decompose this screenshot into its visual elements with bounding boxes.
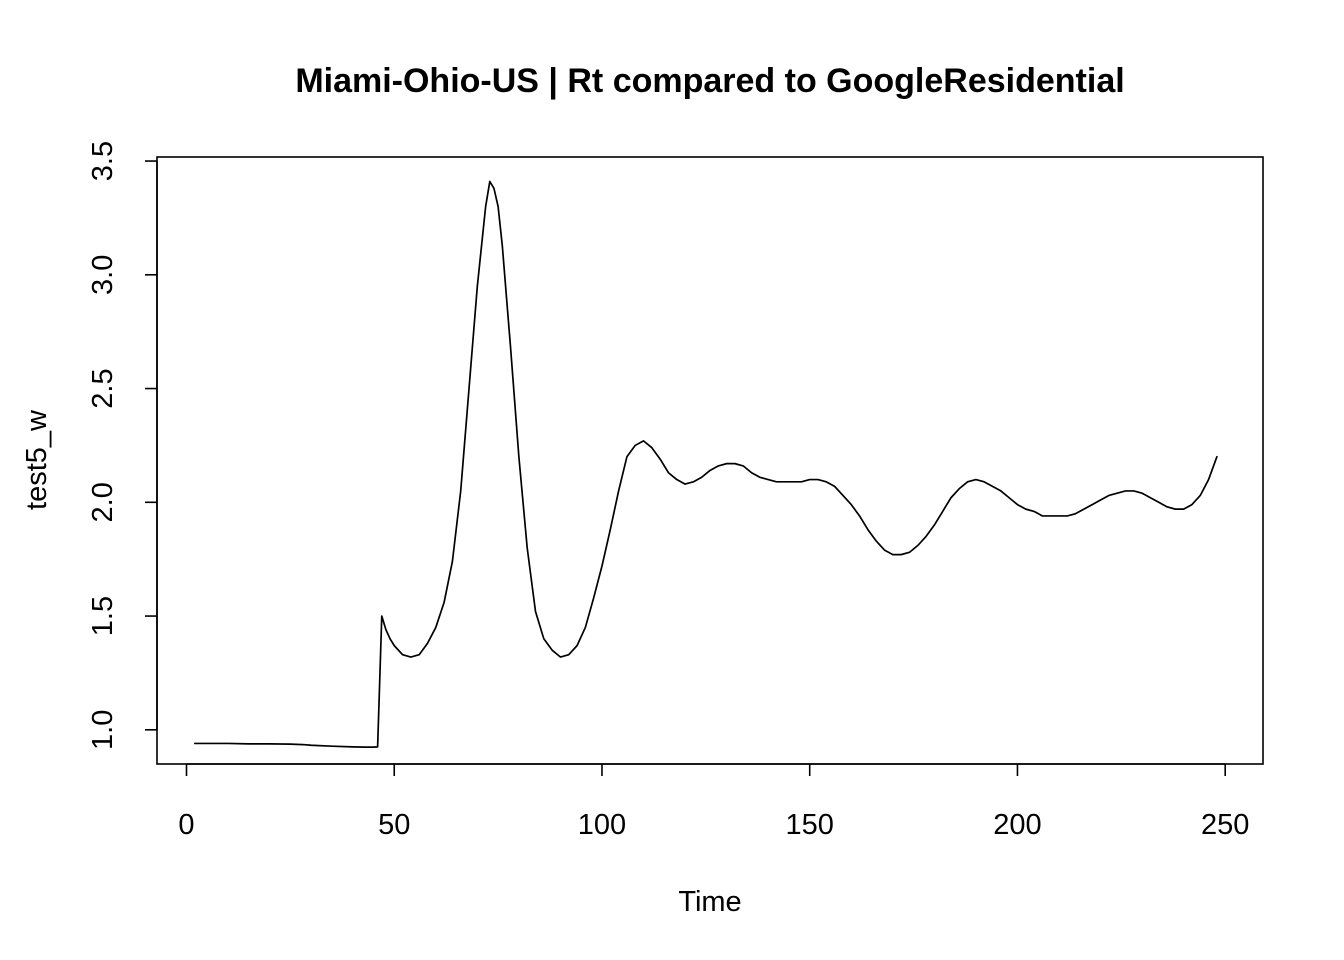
y-tick-label: 2.0 <box>87 482 119 522</box>
y-axis-label: test5_w <box>21 409 53 510</box>
x-tick-label: 250 <box>1201 809 1249 841</box>
y-tick-label: 1.5 <box>87 596 119 636</box>
y-tick-label: 1.0 <box>87 710 119 750</box>
x-axis-label: Time <box>678 886 741 918</box>
chart-title: Miami-Ohio-US | Rt compared to GoogleRes… <box>295 62 1124 100</box>
plot-frame <box>156 156 1264 765</box>
x-tick-label: 50 <box>378 809 410 841</box>
x-tick-label: 100 <box>578 809 626 841</box>
x-tick-label: 0 <box>178 809 194 841</box>
y-tick-label: 3.5 <box>87 141 119 181</box>
y-tick-label: 3.0 <box>87 255 119 295</box>
series-layer <box>193 180 1218 748</box>
x-tick-label: 150 <box>786 809 834 841</box>
y-tick-label: 2.5 <box>87 368 119 408</box>
y-axis: 1.0 1.5 2.0 2.5 3.0 3.5 <box>87 141 158 750</box>
x-tick-label: 200 <box>993 809 1041 841</box>
x-axis: 0 50 100 150 200 250 <box>178 763 1249 841</box>
series-line <box>193 180 1218 748</box>
